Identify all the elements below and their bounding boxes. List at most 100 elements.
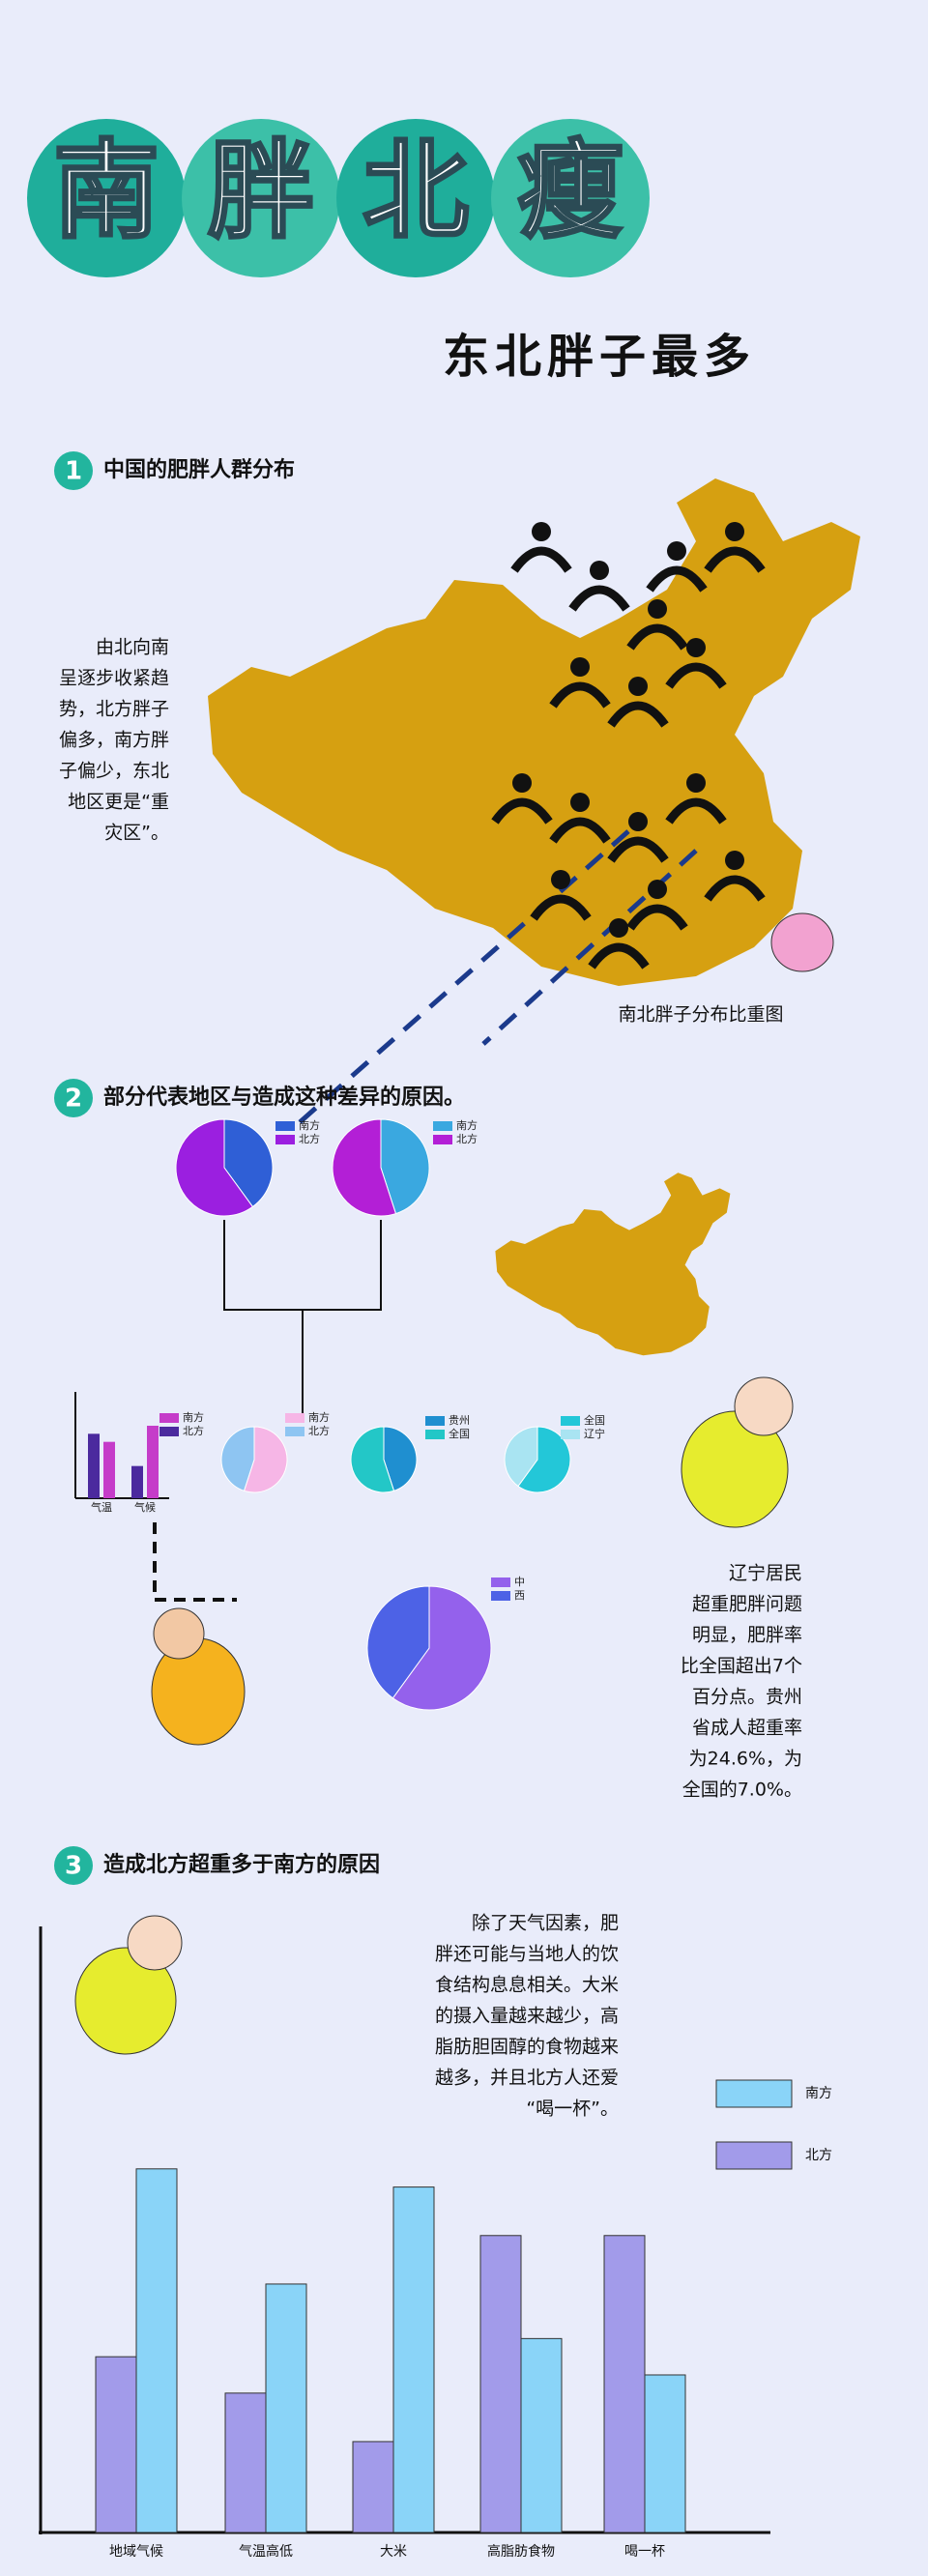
legend-swatch <box>433 1121 452 1131</box>
legend-swatch <box>425 1430 445 1439</box>
person-icon <box>512 773 532 793</box>
bar <box>131 1465 143 1498</box>
person-icon <box>725 522 744 541</box>
section-number: 1 <box>65 457 82 486</box>
pie-slice <box>243 1426 288 1493</box>
person-icon <box>628 812 648 831</box>
legend-swatch <box>285 1427 304 1436</box>
body-text: 的摄入量越来越少，高 <box>435 2006 619 2027</box>
title-char: 胖 <box>208 129 314 252</box>
x-tick-label: 气温高低 <box>239 2543 293 2560</box>
body-text: 地区更是“重 <box>68 792 169 813</box>
body-text: 胖还可能与当地人的饮 <box>435 1944 619 1965</box>
person-icon <box>725 851 744 870</box>
bar <box>88 1433 100 1498</box>
person-icon <box>530 894 592 921</box>
person-icon <box>570 657 590 677</box>
pie-slice <box>366 1585 430 1699</box>
section-number: 3 <box>65 1852 82 1881</box>
person-icon <box>532 522 551 541</box>
bar <box>135 2168 178 2533</box>
person-icon <box>667 541 686 561</box>
pie-slice <box>223 1118 274 1208</box>
legend-label: 辽宁 <box>584 1427 605 1440</box>
section-heading: 部分代表地区与造成这种差异的原因。 <box>103 1085 465 1110</box>
subtitle: 东北胖子最多 <box>443 330 756 384</box>
person-icon <box>549 817 611 844</box>
legend-swatch <box>160 1413 179 1423</box>
legend-label: 南方 <box>183 1410 204 1424</box>
person-icon <box>665 797 727 825</box>
body-text: 呈逐步收紧趋 <box>59 668 169 689</box>
x-tick-label: 高脂肪食物 <box>487 2543 555 2560</box>
legend-label: 西 <box>514 1589 525 1602</box>
x-tick-label: 气候 <box>134 1500 156 1514</box>
x-tick-label: 气温 <box>91 1500 112 1514</box>
person-icon <box>704 875 766 902</box>
body-text: 全国的7.0%。 <box>682 1780 802 1801</box>
cartoon <box>74 912 834 2055</box>
person-icon <box>491 797 553 825</box>
legend-label: 北方 <box>299 1132 320 1145</box>
person-icon <box>626 623 688 651</box>
person-icon <box>510 546 572 573</box>
body-text: 偏多，南方胖 <box>59 730 169 751</box>
legend-label: 北方 <box>805 2148 832 2163</box>
body-text: 由北向南 <box>96 637 169 658</box>
bar <box>147 1426 159 1498</box>
title-circle <box>27 119 186 277</box>
pie-slice <box>220 1426 255 1491</box>
legend-label: 中 <box>514 1576 525 1588</box>
body-text: 子偏少，东北 <box>59 761 169 782</box>
person-icon <box>704 546 766 573</box>
person-icon <box>588 942 650 970</box>
legend-swatch <box>276 1121 295 1131</box>
section-number-badge <box>54 1079 93 1117</box>
legend-swatch <box>160 1427 179 1436</box>
x-tick-label: 大米 <box>380 2544 407 2560</box>
legend-label: 南方 <box>456 1118 478 1132</box>
section-number-badge <box>54 451 93 490</box>
legend-swatch <box>491 1577 510 1587</box>
body-text: 灾区”。 <box>104 823 169 844</box>
pie-slice <box>332 1118 397 1217</box>
title-circle <box>336 119 495 277</box>
person-icon <box>607 836 669 863</box>
legend-swatch <box>715 2079 793 2108</box>
title-char: 南 <box>53 129 160 252</box>
body-text: 为24.6%，为 <box>689 1749 802 1770</box>
legend-label: 南方 <box>308 1410 330 1424</box>
bar <box>392 2186 435 2533</box>
title-circle <box>491 119 650 277</box>
person-icon <box>648 599 667 619</box>
person-icon <box>607 701 669 728</box>
section-heading: 造成北方超重多于南方的原因 <box>103 1852 380 1877</box>
body-text: 比全国超出7个 <box>681 1656 802 1677</box>
body-text: 辽宁居民 <box>729 1563 802 1584</box>
body-text: 省成人超重率 <box>692 1718 802 1739</box>
section-heading: 中国的肥胖人群分布 <box>103 457 295 482</box>
legend-swatch <box>561 1416 580 1426</box>
person-icon <box>609 918 628 938</box>
bar <box>644 2374 686 2533</box>
pie-slice <box>383 1426 418 1491</box>
person-icon <box>686 638 706 657</box>
section-number: 2 <box>65 1085 82 1114</box>
legend-label: 北方 <box>183 1424 204 1437</box>
body-text: 百分点。贵州 <box>692 1687 802 1708</box>
x-tick-label: 地域气候 <box>109 2544 163 2560</box>
title-circle <box>182 119 340 277</box>
body-text: 超重肥胖问题 <box>692 1594 802 1615</box>
pie-slice <box>350 1426 395 1493</box>
pie-slice <box>504 1426 538 1488</box>
legend-swatch <box>433 1135 452 1144</box>
person-icon <box>626 904 688 931</box>
section-number-badge <box>54 1846 93 1885</box>
pie-slice <box>517 1426 571 1493</box>
person-icon <box>646 565 708 593</box>
person-icon <box>568 585 630 612</box>
legend-swatch <box>285 1413 304 1423</box>
person-icon <box>628 677 648 696</box>
x-tick-label: 喝一杯 <box>624 2544 665 2560</box>
